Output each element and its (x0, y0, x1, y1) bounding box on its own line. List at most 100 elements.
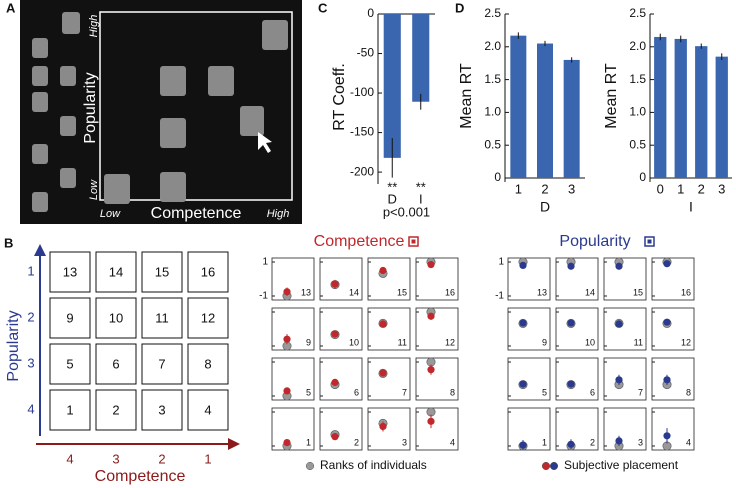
note: p<0.001 (383, 204, 430, 219)
cell-frame (271, 307, 315, 351)
cell-frame (507, 407, 551, 451)
cell-number: 4 (450, 437, 455, 447)
cell-number: 4 (204, 402, 211, 417)
face (32, 92, 48, 112)
y-axis-label: Mean RT (603, 63, 620, 129)
mean-point (519, 441, 527, 449)
cell-frame (651, 357, 695, 401)
bar (654, 36, 667, 179)
x-tick-label: 1 (515, 181, 522, 196)
cell-frame (415, 407, 459, 451)
mean-point (283, 387, 291, 395)
grid-cell (141, 251, 183, 293)
mean-point (283, 439, 291, 447)
cell-frame (271, 257, 315, 301)
mean-point (427, 260, 435, 269)
panel-label: A (6, 0, 16, 15)
bar (383, 14, 401, 158)
cell-number: 16 (445, 287, 455, 297)
cell-number: 13 (537, 287, 547, 297)
y-tick-label: 2.0 (484, 39, 501, 53)
cell-frame (367, 357, 411, 401)
y-tick-label: 2.0 (629, 39, 646, 53)
cell-number: 3 (638, 437, 643, 447)
cell-number: 7 (158, 356, 165, 371)
x-tick-label: 3 (718, 181, 725, 196)
grid-cell (95, 389, 137, 431)
mean-point (663, 432, 671, 440)
face (160, 118, 186, 148)
y-tick-label: 1.0 (629, 105, 646, 119)
mean-point (379, 369, 387, 377)
cell-number: 15 (155, 264, 169, 279)
face (262, 20, 288, 50)
cell-number: 5 (306, 387, 311, 397)
x-tick-label: 0 (657, 181, 664, 196)
cell-number: 2 (112, 402, 119, 417)
placement-box (99, 11, 293, 201)
cell-frame (415, 357, 459, 401)
chart-title: Competence (314, 233, 405, 250)
cell-number: 14 (349, 287, 359, 297)
x-tick-label: 4 (66, 451, 73, 466)
mean-point (567, 440, 575, 448)
cell-frame (507, 357, 551, 401)
y-label: Popularity (5, 310, 22, 381)
legend-label: Ranks of individuals (320, 458, 427, 472)
cell-number: 8 (450, 387, 455, 397)
cell-frame (603, 307, 647, 351)
face (60, 66, 76, 86)
face (60, 168, 76, 188)
chart-title: Popularity (559, 233, 630, 250)
mean-point (427, 366, 435, 374)
mean-point (427, 417, 435, 425)
y-high: High (88, 15, 100, 38)
x-arrow-head (228, 438, 240, 450)
y-tick-label: -200 (350, 164, 374, 178)
cell-number: 12 (201, 310, 215, 325)
cell-number: 12 (681, 337, 691, 347)
cell-number: 10 (585, 337, 595, 347)
y-arrow-head (34, 244, 46, 256)
bar (510, 35, 527, 179)
cell-frame (651, 307, 695, 351)
cell-number: 6 (590, 387, 595, 397)
x-tick-label: 2 (698, 181, 705, 196)
y-tick-label: 0 (494, 170, 501, 184)
grid-cell (95, 343, 137, 385)
legend-label: Subjective placement (564, 458, 679, 472)
mean-point (283, 288, 291, 296)
cell-number: 2 (354, 437, 359, 447)
face (160, 172, 186, 202)
cell-number: 5 (66, 356, 73, 371)
grid-cell (141, 389, 183, 431)
mean-point (663, 260, 671, 268)
bar (563, 59, 580, 178)
x-tick-label: 3 (112, 451, 119, 466)
y-tick-label: 0.5 (484, 137, 501, 151)
y-axis-label: RT Coeff. (331, 63, 348, 131)
y-low: Low (88, 179, 100, 200)
y-tick-label: -1 (495, 291, 504, 302)
grid-cell (187, 297, 229, 339)
mean-point (663, 318, 671, 326)
cell-frame (367, 407, 411, 451)
mean-point (331, 378, 339, 386)
mean-point (663, 376, 671, 384)
cell-number: 10 (109, 310, 123, 325)
face (32, 144, 48, 164)
cell-number: 15 (397, 287, 407, 297)
mean-point (331, 330, 339, 338)
legend-marker (541, 461, 551, 471)
cell-frame (319, 407, 363, 451)
mean-point (615, 437, 623, 445)
mean-point (379, 422, 387, 431)
mean-point (519, 380, 527, 388)
cell-frame (319, 357, 363, 401)
grid-cell (141, 297, 183, 339)
grid-cell (187, 389, 229, 431)
x-tick-label: D (388, 191, 397, 206)
x-axis-label: D (540, 199, 550, 215)
mean-point (379, 320, 387, 328)
